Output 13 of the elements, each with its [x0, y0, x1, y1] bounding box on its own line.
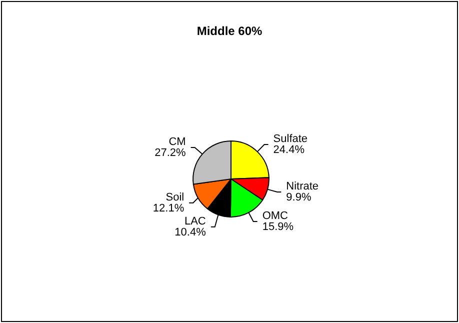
chart-title: Middle 60%: [196, 24, 262, 38]
slice-label: Sulfate: [273, 132, 308, 145]
slice-label: LAC: [184, 215, 206, 228]
data-label: 10.4%: [174, 226, 206, 238]
data-label: 12.1%: [152, 202, 184, 214]
data-label: 15.9%: [262, 220, 294, 233]
data-label: 27.2%: [154, 147, 186, 160]
slice-label: CM: [168, 136, 186, 148]
slice-label: Soil: [166, 191, 184, 204]
slice-label: OMC: [262, 210, 288, 222]
slice-label: Nitrate: [286, 180, 319, 193]
data-label: 24.4%: [273, 144, 305, 156]
data-label: 9.9%: [286, 192, 312, 204]
